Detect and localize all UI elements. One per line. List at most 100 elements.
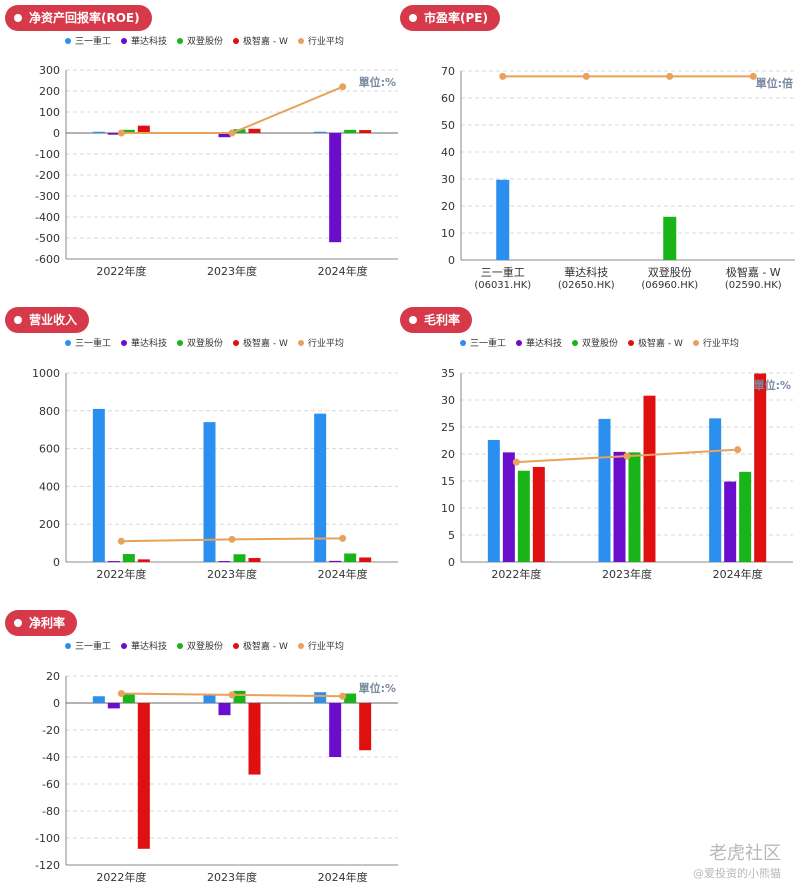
title-badge-revenue: 营业收入 [5,307,90,333]
industry-average-point [117,690,125,698]
chart-title-gross: 毛利率 [424,313,461,327]
x-tick-label: 双登股份 [648,265,692,279]
legend-item[interactable]: 双登股份 [177,34,223,47]
legend-revenue[interactable]: 三一重工 華达科技 双登股份 极智嘉 - W 行业平均 [65,336,354,349]
legend-item[interactable]: 三一重工 [65,639,111,652]
bar [137,125,150,133]
y-tick-label: 70 [441,65,455,78]
bar [359,130,372,133]
x-tick-label: 2023年度 [207,567,257,581]
legend-item[interactable]: 行业平均 [297,34,344,47]
chart-gross: 35 30 25 20 15 10 5 0 2022年度 2023年度 2024年度 單位:% [441,367,793,581]
legend-item[interactable]: 行业平均 [297,336,344,349]
bar [344,693,357,703]
x-tick-label: 2023年度 [207,870,257,884]
legend-item[interactable]: 華达科技 [121,34,167,47]
legend-item[interactable]: 華达科技 [516,336,562,349]
legend-label: 极智嘉 - W [243,37,288,47]
bar [643,395,656,562]
legend-swatch-icon [628,339,635,346]
chart-title-roe: 净资产回报率(ROE) [29,11,140,25]
bar [314,413,327,562]
legend-item[interactable]: 三一重工 [460,336,506,349]
legend-item[interactable]: 行业平均 [692,336,739,349]
bar [724,481,737,562]
bar [92,408,105,562]
legend-net[interactable]: 三一重工 華达科技 双登股份 极智嘉 - W 行业平均 [65,639,354,652]
bar [329,560,342,562]
legend-swatch-icon [233,339,240,346]
industry-average-point [339,692,347,700]
unit-label: 單位:% [754,378,791,392]
y-tick-label: 40 [441,146,455,159]
unit-label: 單位:% [359,681,396,695]
y-tick-label: 100 [39,106,60,119]
title-badge-gross: 毛利率 [400,307,473,333]
bar [754,373,767,562]
legend-item[interactable]: 三一重工 [65,34,111,47]
legend-label: 華达科技 [526,339,563,349]
chart-title-pe: 市盈率(PE) [424,11,488,25]
legend-swatch-icon [297,642,304,649]
industry-average-point [734,446,742,454]
y-tick-label: -300 [35,190,60,203]
chart-pe: 70 60 50 40 30 20 10 0 三一重工(06031.HK) 華达科技(02650.… [441,65,795,291]
legend-item[interactable]: 華达科技 [121,336,167,349]
legend-item[interactable]: 极智嘉 - W [233,336,288,349]
legend-item[interactable]: 极智嘉 - W [233,34,288,47]
chart-revenue: 1000 800 600 400 200 0 2022年度 2023年度 2024年度 [32,367,398,581]
y-tick-label: -100 [35,832,60,845]
y-tick-label: 50 [441,119,455,132]
legend-item[interactable]: 三一重工 [65,336,111,349]
y-tick-label: -200 [35,169,60,182]
x-tick-label: 2022年度 [96,264,146,278]
legend-gross[interactable]: 三一重工 華达科技 双登股份 极智嘉 - W 行业平均 [460,336,749,349]
bar [739,471,752,562]
legend-item[interactable]: 行业平均 [297,639,344,652]
badge-dot-icon [14,316,22,324]
legend-label: 行业平均 [702,339,739,349]
y-tick-label: 20 [441,200,455,213]
legend-item[interactable]: 双登股份 [572,336,618,349]
y-tick-label: 20 [46,670,60,683]
y-tick-label: 0 [448,556,455,569]
y-tick-label: 0 [53,556,60,569]
legend-item[interactable]: 双登股份 [177,639,223,652]
legend-roe[interactable]: 三一重工 華达科技 双登股份 极智嘉 - W 行业平均 [65,34,354,47]
bar [218,133,231,138]
y-tick-label: 30 [441,394,455,407]
legend-label: 華达科技 [131,339,168,349]
legend-item[interactable]: 双登股份 [177,336,223,349]
y-tick-label: -120 [35,859,60,872]
legend-label: 双登股份 [582,339,619,349]
unit-label: 單位:% [359,75,396,89]
y-tick-label: 0 [53,697,60,710]
bar [203,422,216,562]
x-tick-label: (06031.HK) [474,280,531,291]
legend-label: 行业平均 [307,37,344,47]
bar [517,470,530,562]
badge-dot-icon [14,619,22,627]
x-tick-label: (02590.HK) [725,280,782,291]
legend-item[interactable]: 极智嘉 - W [233,639,288,652]
legend-swatch-icon [692,339,699,346]
x-tick-label: 2024年度 [318,870,368,884]
bar [107,133,120,135]
bar [218,703,231,716]
industry-average-point [117,537,125,545]
industry-average-point [582,72,590,80]
x-tick-label: (02650.HK) [558,280,615,291]
y-tick-label: 25 [441,421,455,434]
bar [107,703,120,709]
legend-item[interactable]: 華达科技 [121,639,167,652]
x-tick-label: 2024年度 [318,264,368,278]
y-tick-label: 0 [448,254,455,267]
legend-item[interactable]: 极智嘉 - W [628,336,683,349]
bar [122,693,135,703]
y-tick-label: 1000 [32,367,60,380]
bar [628,452,641,562]
bar [663,216,677,260]
y-tick-label: -60 [42,778,60,791]
legend-label: 极智嘉 - W [638,339,683,349]
bar [496,179,510,260]
